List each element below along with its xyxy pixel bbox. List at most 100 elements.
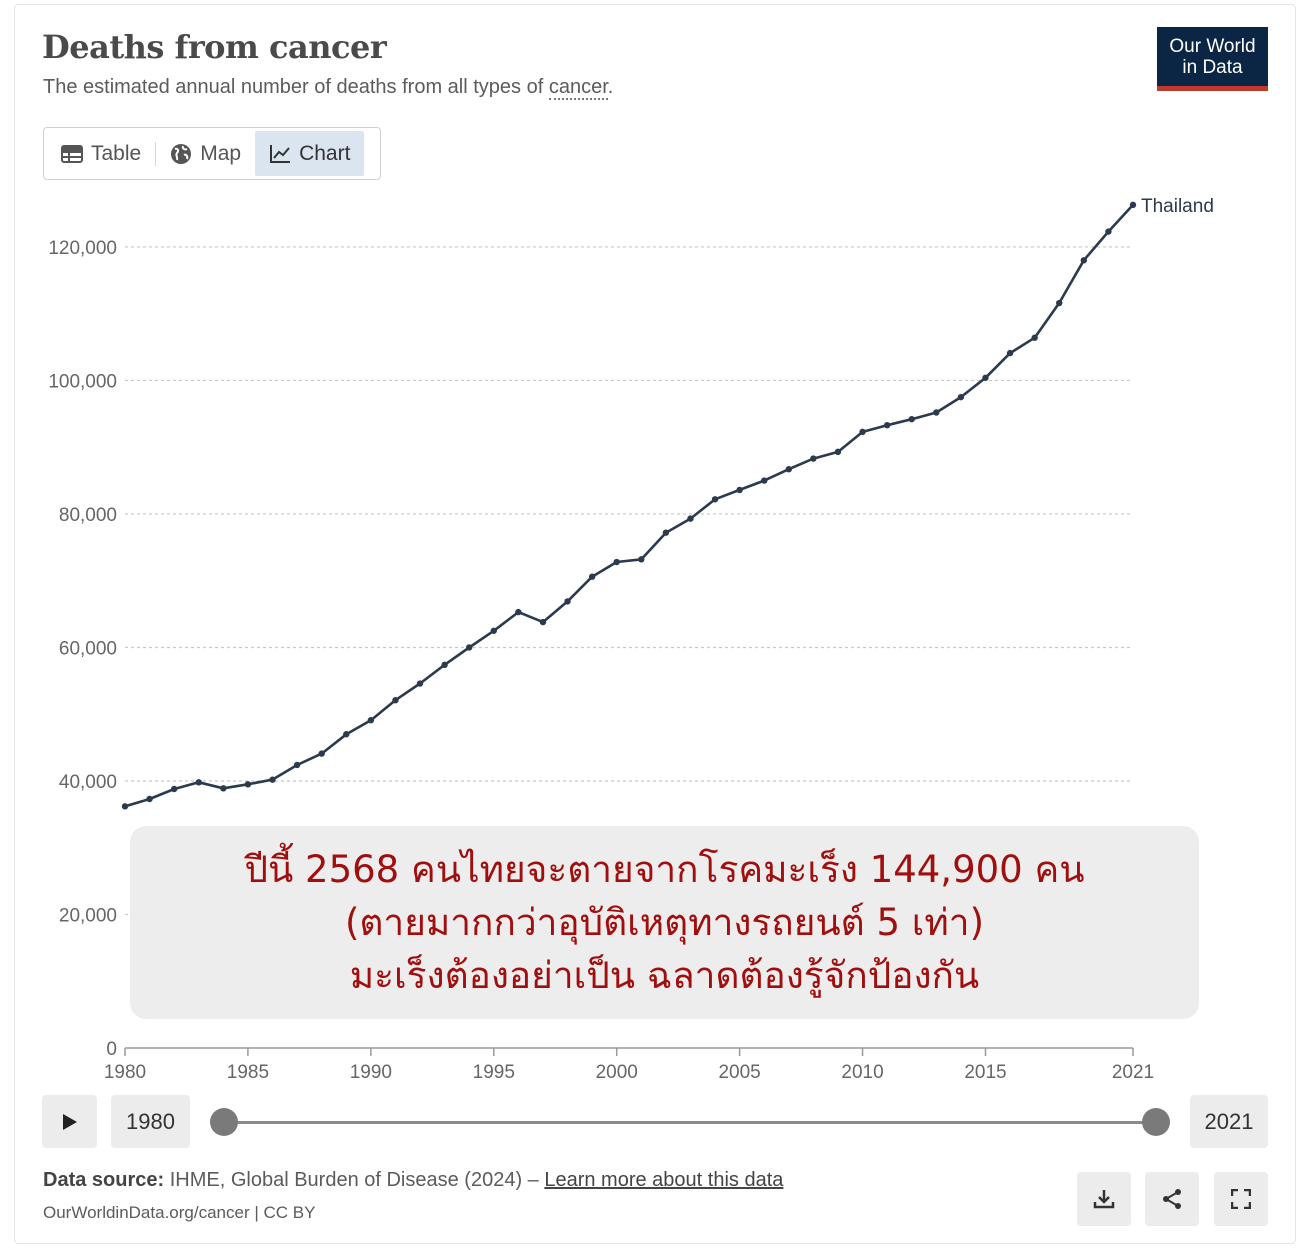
download-button[interactable]: [1077, 1172, 1131, 1226]
x-tick-label: 2005: [718, 1062, 760, 1083]
x-tick-label: 2021: [1112, 1062, 1154, 1083]
data-point[interactable]: [761, 477, 768, 484]
tab-divider: [155, 141, 157, 166]
play-button[interactable]: [42, 1095, 97, 1148]
series-label-thailand: Thailand: [1141, 196, 1214, 217]
data-point[interactable]: [465, 644, 473, 651]
tab-table[interactable]: Table: [47, 131, 155, 176]
data-point[interactable]: [170, 785, 178, 793]
data-point[interactable]: [834, 448, 842, 456]
data-point[interactable]: [588, 573, 596, 580]
y-tick-label: 20,000: [59, 905, 117, 926]
logo-line-1: Our World: [1169, 36, 1256, 57]
learn-more-link[interactable]: Learn more about this data: [544, 1169, 784, 1191]
x-tick-label: 2015: [964, 1062, 1006, 1083]
view-tabs: Table Map Chart: [43, 127, 381, 180]
subtitle-text: The estimated annual number of deaths fr…: [43, 76, 549, 98]
thai-message-overlay: ปีนี้ 2568 คนไทยจะตายจากโรคมะเร็ง 144,90…: [130, 826, 1199, 1019]
data-point[interactable]: [1006, 349, 1014, 357]
x-tick-label: 1990: [350, 1062, 392, 1083]
data-point[interactable]: [982, 374, 989, 381]
owid-logo[interactable]: Our World in Data: [1157, 27, 1268, 91]
data-point[interactable]: [859, 428, 866, 436]
data-point[interactable]: [244, 781, 252, 788]
data-point[interactable]: [736, 486, 743, 494]
data-point[interactable]: [515, 608, 522, 616]
source-label: Data source:: [43, 1169, 165, 1191]
x-tick-label: 2010: [841, 1062, 883, 1083]
data-point[interactable]: [662, 529, 670, 536]
subtitle-suffix: .: [607, 76, 614, 98]
data-point[interactable]: [441, 661, 448, 669]
x-tick-label: 1980: [104, 1062, 146, 1083]
data-point[interactable]: [638, 556, 645, 563]
data-point[interactable]: [933, 409, 940, 416]
y-tick-label: 120,000: [48, 238, 117, 259]
data-point[interactable]: [1056, 299, 1063, 307]
y-tick-label: 100,000: [48, 371, 117, 392]
y-tick-label: 0: [106, 1039, 117, 1060]
data-point[interactable]: [220, 785, 227, 792]
data-point[interactable]: [711, 496, 719, 503]
data-point[interactable]: [957, 393, 965, 401]
data-point[interactable]: [318, 750, 325, 757]
tab-map[interactable]: Map: [156, 131, 255, 176]
data-point[interactable]: [883, 421, 891, 429]
y-tick-label: 40,000: [59, 772, 117, 793]
page-title: Deaths from cancer: [42, 28, 387, 66]
data-point[interactable]: [121, 803, 129, 810]
play-icon: [62, 1113, 77, 1130]
line-chart: 0 20,000 40,000 60,000 80,000 100,000 120,000 1…: [48, 196, 1214, 1083]
data-point[interactable]: [293, 761, 301, 769]
table-icon: [61, 144, 83, 163]
fullscreen-button[interactable]: [1214, 1172, 1268, 1226]
download-icon: [1093, 1190, 1115, 1209]
tab-table-label: Table: [91, 141, 142, 165]
fullscreen-icon: [1231, 1189, 1251, 1209]
y-tick-label: 80,000: [59, 505, 117, 526]
line-chart-icon: [270, 144, 291, 163]
data-point[interactable]: [1031, 334, 1038, 341]
data-point[interactable]: [785, 466, 793, 473]
data-point[interactable]: [343, 731, 350, 738]
data-point[interactable]: [1105, 228, 1112, 235]
data-point[interactable]: [367, 717, 375, 724]
citation: OurWorldinData.org/cancer | CC BY: [43, 1203, 316, 1222]
data-point[interactable]: [564, 598, 571, 605]
tab-chart-label: Chart: [299, 141, 351, 165]
subtitle-term-link[interactable]: cancer: [548, 76, 608, 100]
timeline-start-year[interactable]: 1980: [111, 1095, 190, 1148]
y-tick-label: 60,000: [59, 638, 117, 659]
series-line-thailand[interactable]: [124, 204, 1134, 808]
data-point[interactable]: [146, 795, 153, 803]
timeline-end-handle[interactable]: [1142, 1108, 1170, 1136]
data-point[interactable]: [810, 455, 817, 462]
subtitle: The estimated annual number of deaths fr…: [43, 76, 614, 100]
logo-line-2: in Data: [1182, 57, 1243, 78]
data-point[interactable]: [1080, 257, 1088, 264]
data-point[interactable]: [269, 776, 276, 783]
data-point[interactable]: [613, 558, 620, 566]
data-point[interactable]: [908, 415, 915, 423]
tab-chart[interactable]: Chart: [255, 131, 365, 176]
x-tick-label: 1985: [227, 1062, 269, 1083]
share-button[interactable]: [1145, 1172, 1199, 1226]
data-point[interactable]: [687, 515, 694, 522]
data-point[interactable]: [392, 697, 399, 704]
data-point[interactable]: [539, 618, 547, 626]
timeline-track[interactable]: [224, 1121, 1156, 1124]
data-point[interactable]: [1129, 201, 1137, 209]
x-tick-label: 2000: [596, 1062, 638, 1083]
timeline-end-year[interactable]: 2021: [1190, 1095, 1268, 1148]
data-source: Data source: IHME, Global Burden of Dise…: [43, 1169, 783, 1192]
data-point[interactable]: [195, 779, 202, 786]
timeline-start-handle[interactable]: [210, 1108, 238, 1136]
overlay-line-2: (ตายมากกว่าอุบัติเหตุทางรถยนต์ 5 เท่า): [344, 901, 985, 944]
share-icon: [1163, 1189, 1181, 1209]
overlay-line-3: มะเร็งต้องอย่าเป็น ฉลาดต้องรู้จักป้องกัน: [349, 954, 980, 997]
data-point[interactable]: [416, 680, 424, 687]
data-point[interactable]: [490, 627, 497, 634]
source-text: IHME, Global Burden of Disease (2024) –: [164, 1169, 545, 1191]
globe-icon: [171, 143, 192, 164]
x-tick-label: 1995: [473, 1062, 515, 1083]
